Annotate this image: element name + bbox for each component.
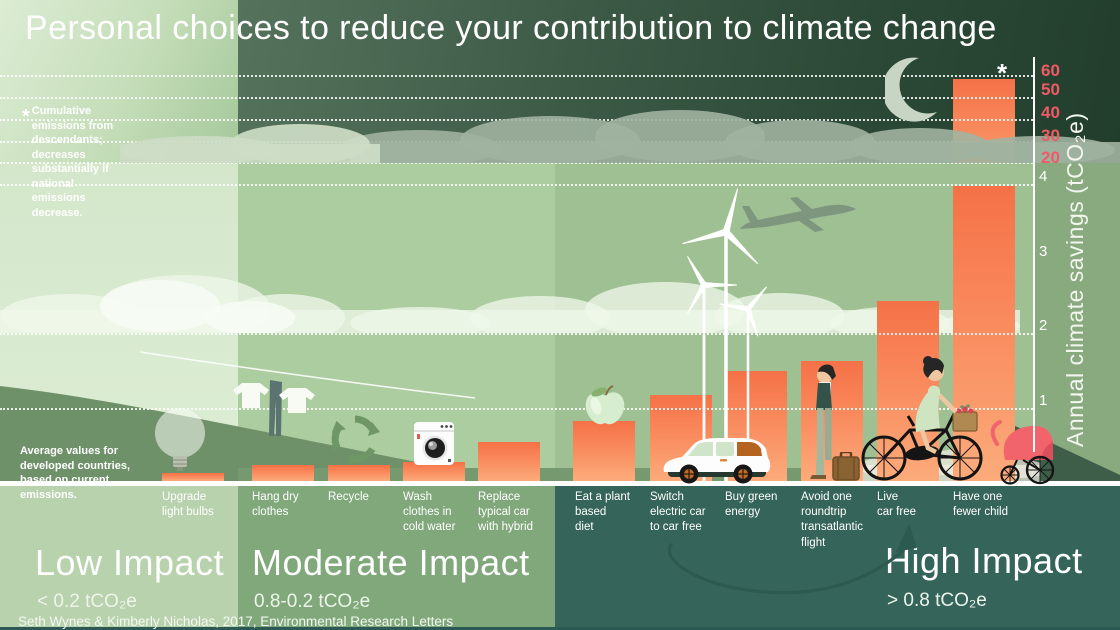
footer-strip: [0, 627, 1120, 630]
asterisk-footnote: * Cumulative emissions from descendants; …: [22, 105, 114, 219]
bar-replace-hybrid: [478, 442, 540, 481]
label-band-low: [0, 481, 238, 627]
y-tick-60: 60: [1041, 61, 1060, 80]
gridline-1: [0, 408, 1033, 410]
bar-label: Eat a plant based diet: [575, 491, 630, 534]
y-tick-1: 1: [1039, 392, 1048, 409]
y-tick-20: 20: [1041, 148, 1060, 167]
average-values-note: Average values for developed countries, …: [20, 445, 131, 501]
bar-label: Buy green energy: [725, 491, 778, 519]
bar-label: Wash clothes in cold water: [403, 491, 456, 534]
bar-recycle: [328, 465, 390, 481]
y-axis-line: [1033, 57, 1035, 452]
section-low-impact: Low Impact: [35, 542, 225, 583]
y-tick-3: 3: [1039, 243, 1048, 260]
y-axis-title: Annual climate savings (tCO₂e): [1062, 112, 1088, 447]
gridline-20: [0, 162, 1033, 164]
bar-wash-cold-water: [403, 462, 465, 481]
bar-label: Avoid one roundtrip transatlantic flight: [801, 491, 864, 549]
gridline-60: [0, 75, 1033, 77]
label-band-high: [555, 481, 1120, 627]
asterisk-marker: *: [997, 58, 1008, 88]
bar-hang-dry-clothes: [252, 465, 314, 481]
bar-upgrade-light-bulbs: [162, 473, 224, 481]
section-high-range: > 0.8 tCO₂e: [887, 590, 987, 611]
section-moderate-impact: Moderate Impact: [252, 542, 530, 583]
gridline-4: [0, 184, 1033, 186]
bar-label: Hang dry clothes: [252, 491, 299, 519]
bar-plant-based-diet: [573, 421, 635, 481]
bar-label: Live car free: [877, 491, 916, 519]
y-tick-30: 30: [1041, 126, 1060, 145]
sky-band-low: [0, 0, 238, 163]
bar-label: Recycle: [328, 491, 369, 503]
label-band-moderate: [238, 481, 555, 627]
section-high-impact: High Impact: [885, 540, 1083, 581]
page-title: Personal choices to reduce your contribu…: [25, 9, 997, 47]
section-low-range: < 0.2 tCO₂e: [37, 591, 137, 612]
chart-zone-edge: [1033, 163, 1120, 481]
bar-label: Have one fewer child: [953, 491, 1008, 519]
gridline-50: [0, 97, 1033, 99]
y-tick-4: 4: [1039, 168, 1048, 185]
y-tick-2: 2: [1039, 317, 1048, 334]
gridline-2: [0, 333, 1033, 335]
bar-label: Replace typical car with hybrid: [478, 491, 533, 534]
section-moderate-range: 0.8-0.2 tCO₂e: [254, 591, 371, 612]
asterisk-icon: *: [22, 106, 30, 128]
y-tick-40: 40: [1041, 103, 1060, 122]
y-tick-50: 50: [1041, 80, 1060, 99]
bar-label: Switch electric car to car free: [650, 491, 706, 534]
credit-line: Seth Wynes & Kimberly Nicholas, 2017, En…: [18, 614, 454, 629]
x-axis-baseline: [0, 481, 1120, 486]
bar-label: Upgrade light bulbs: [162, 491, 214, 519]
